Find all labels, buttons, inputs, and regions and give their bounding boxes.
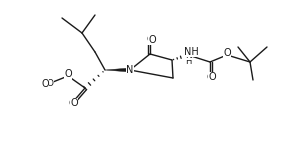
Text: NH: NH <box>184 47 198 57</box>
Text: O: O <box>65 72 72 80</box>
Text: H: H <box>185 56 191 66</box>
Text: O: O <box>207 72 214 82</box>
Text: O: O <box>68 98 75 108</box>
Text: O: O <box>41 79 49 89</box>
Text: O: O <box>148 35 156 45</box>
Polygon shape <box>105 68 130 72</box>
Text: O: O <box>64 69 72 79</box>
Text: O: O <box>223 48 231 58</box>
Text: N: N <box>126 65 134 75</box>
Text: O: O <box>223 51 230 59</box>
Text: O: O <box>70 98 78 108</box>
Text: O: O <box>47 79 54 89</box>
Text: O: O <box>146 36 153 44</box>
Text: O: O <box>208 72 216 82</box>
Text: N: N <box>184 51 191 59</box>
